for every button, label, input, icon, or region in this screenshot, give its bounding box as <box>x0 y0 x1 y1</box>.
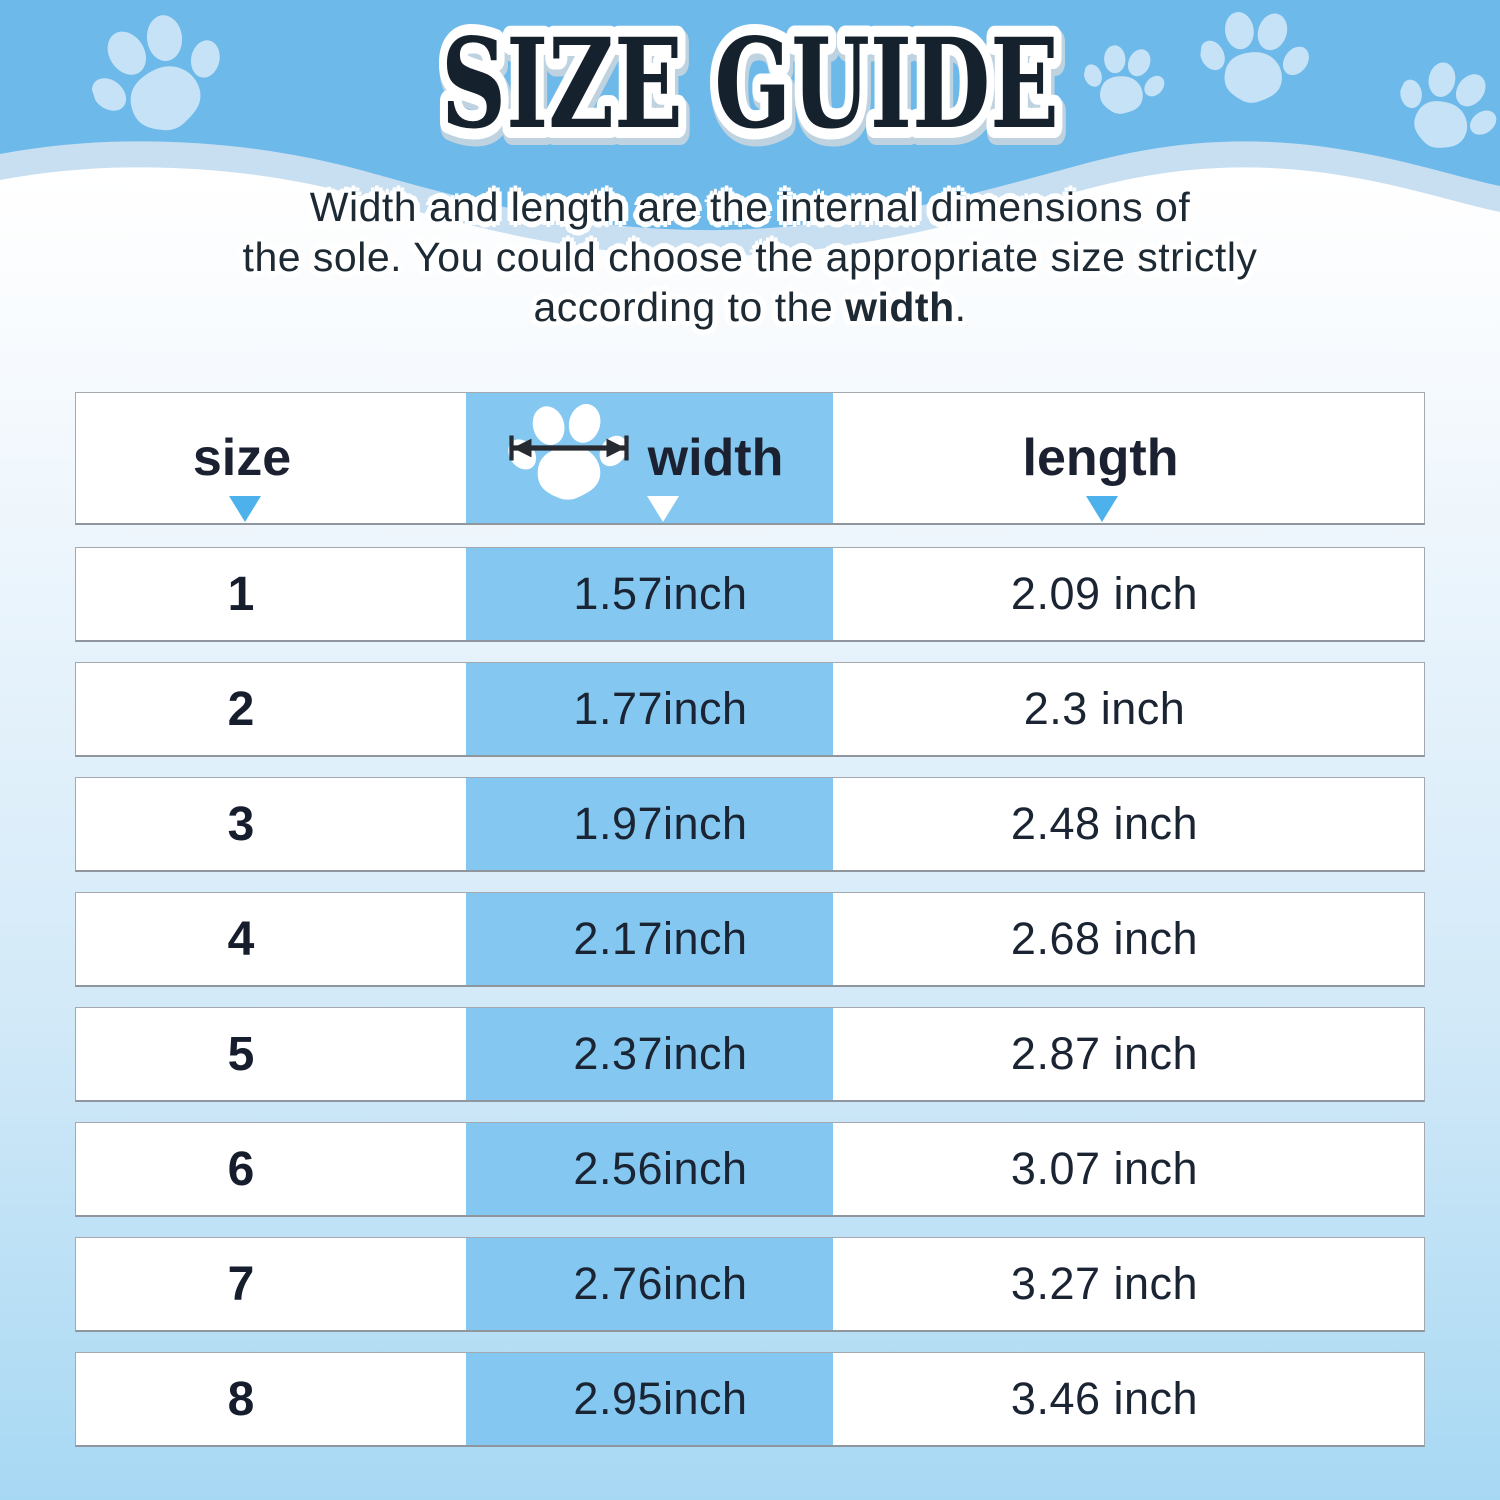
length-cell: 2.68 inch <box>833 893 1424 985</box>
size-cell: 2 <box>76 663 466 755</box>
length-value: 2.48 inch <box>1010 798 1199 849</box>
title-banner: SIZE GUIDE SIZE GUIDE <box>430 1 1074 175</box>
page-title-shadow: SIZE GUIDE <box>443 17 1061 162</box>
size-table: size width <box>75 392 1425 1467</box>
width-cell: 1.77inch <box>466 663 833 755</box>
description-line-1: Width and length are the internal dimens… <box>309 184 1191 230</box>
length-cell: 2.87 inch <box>833 1008 1424 1100</box>
table-row: 4 2.17inch 2.68 inch <box>75 892 1425 987</box>
length-value: 2.87 inch <box>1010 1028 1199 1079</box>
size-cell: 6 <box>76 1123 466 1215</box>
table-row: 3 1.97inch 2.48 inch <box>75 777 1425 872</box>
length-value: 2.09 inch <box>1010 568 1199 619</box>
table-row: 6 2.56inch 3.07 inch <box>75 1122 1425 1217</box>
width-value: 2.76inch <box>573 1258 748 1309</box>
double-arrow-icon <box>509 435 629 461</box>
width-cell: 1.57inch <box>466 548 833 640</box>
length-cell: 3.07 inch <box>833 1123 1424 1215</box>
description-line-3-prefix: according to the <box>533 284 846 330</box>
triangle-down-icon <box>646 496 679 522</box>
width-value: 2.56inch <box>573 1143 748 1194</box>
size-value: 1 <box>227 567 255 621</box>
page-title: SIZE GUIDE <box>441 12 1059 157</box>
size-cell: 3 <box>76 778 466 870</box>
width-cell: 2.76inch <box>466 1238 833 1330</box>
width-column-label: width <box>647 429 784 487</box>
length-cell: 2.48 inch <box>833 778 1424 870</box>
description-line-3: according to the width. <box>0 282 1500 332</box>
size-cell: 5 <box>76 1008 466 1100</box>
length-column-label: length <box>1022 429 1179 487</box>
description: Width and length are the internal dimens… <box>0 182 1500 332</box>
size-value: 2 <box>227 682 255 736</box>
length-value: 3.07 inch <box>1010 1143 1199 1194</box>
size-value: 8 <box>227 1372 255 1426</box>
width-cell: 2.95inch <box>466 1353 833 1445</box>
width-value: 1.57inch <box>573 568 748 619</box>
table-row: 8 2.95inch 3.46 inch <box>75 1352 1425 1447</box>
width-cell: 2.37inch <box>466 1008 833 1100</box>
length-cell: 2.09 inch <box>833 548 1424 640</box>
size-column-label: size <box>192 429 292 487</box>
length-cell: 3.27 inch <box>833 1238 1424 1330</box>
width-value: 2.95inch <box>573 1373 748 1424</box>
column-header-width: width <box>466 393 833 523</box>
table-row: 1 1.57inch 2.09 inch <box>75 547 1425 642</box>
column-header-size: size <box>76 393 466 523</box>
length-value: 3.27 inch <box>1010 1258 1199 1309</box>
length-cell: 3.46 inch <box>833 1353 1424 1445</box>
width-cell: 1.97inch <box>466 778 833 870</box>
width-value: 1.77inch <box>573 683 748 734</box>
triangle-down-icon <box>229 496 261 522</box>
table-row: 2 1.77inch 2.3 inch <box>75 662 1425 757</box>
size-cell: 8 <box>76 1353 466 1445</box>
size-cell: 7 <box>76 1238 466 1330</box>
size-value: 4 <box>227 912 255 966</box>
description-width-keyword: width <box>845 284 955 330</box>
length-value: 3.46 inch <box>1010 1373 1199 1424</box>
paw-width-icon <box>506 398 632 518</box>
column-header-length: length <box>833 393 1424 523</box>
description-line-3-suffix: . <box>954 284 967 330</box>
length-cell: 2.3 inch <box>833 663 1424 755</box>
width-value: 1.97inch <box>573 798 748 849</box>
width-cell: 2.17inch <box>466 893 833 985</box>
size-value: 3 <box>227 797 255 851</box>
size-value: 7 <box>227 1257 255 1311</box>
size-cell: 1 <box>76 548 466 640</box>
size-value: 5 <box>227 1027 255 1081</box>
table-row: 7 2.76inch 3.27 inch <box>75 1237 1425 1332</box>
width-value: 2.37inch <box>573 1028 748 1079</box>
size-value: 6 <box>227 1142 255 1196</box>
description-line-2: the sole. You could choose the appropria… <box>242 234 1258 280</box>
width-value: 2.17inch <box>573 913 748 964</box>
table-row: 5 2.37inch 2.87 inch <box>75 1007 1425 1102</box>
width-cell: 2.56inch <box>466 1123 833 1215</box>
size-cell: 4 <box>76 893 466 985</box>
table-header-row: size width <box>75 392 1425 525</box>
length-value: 2.68 inch <box>1010 913 1199 964</box>
triangle-down-icon <box>1085 496 1118 522</box>
length-value: 2.3 inch <box>1023 683 1186 734</box>
